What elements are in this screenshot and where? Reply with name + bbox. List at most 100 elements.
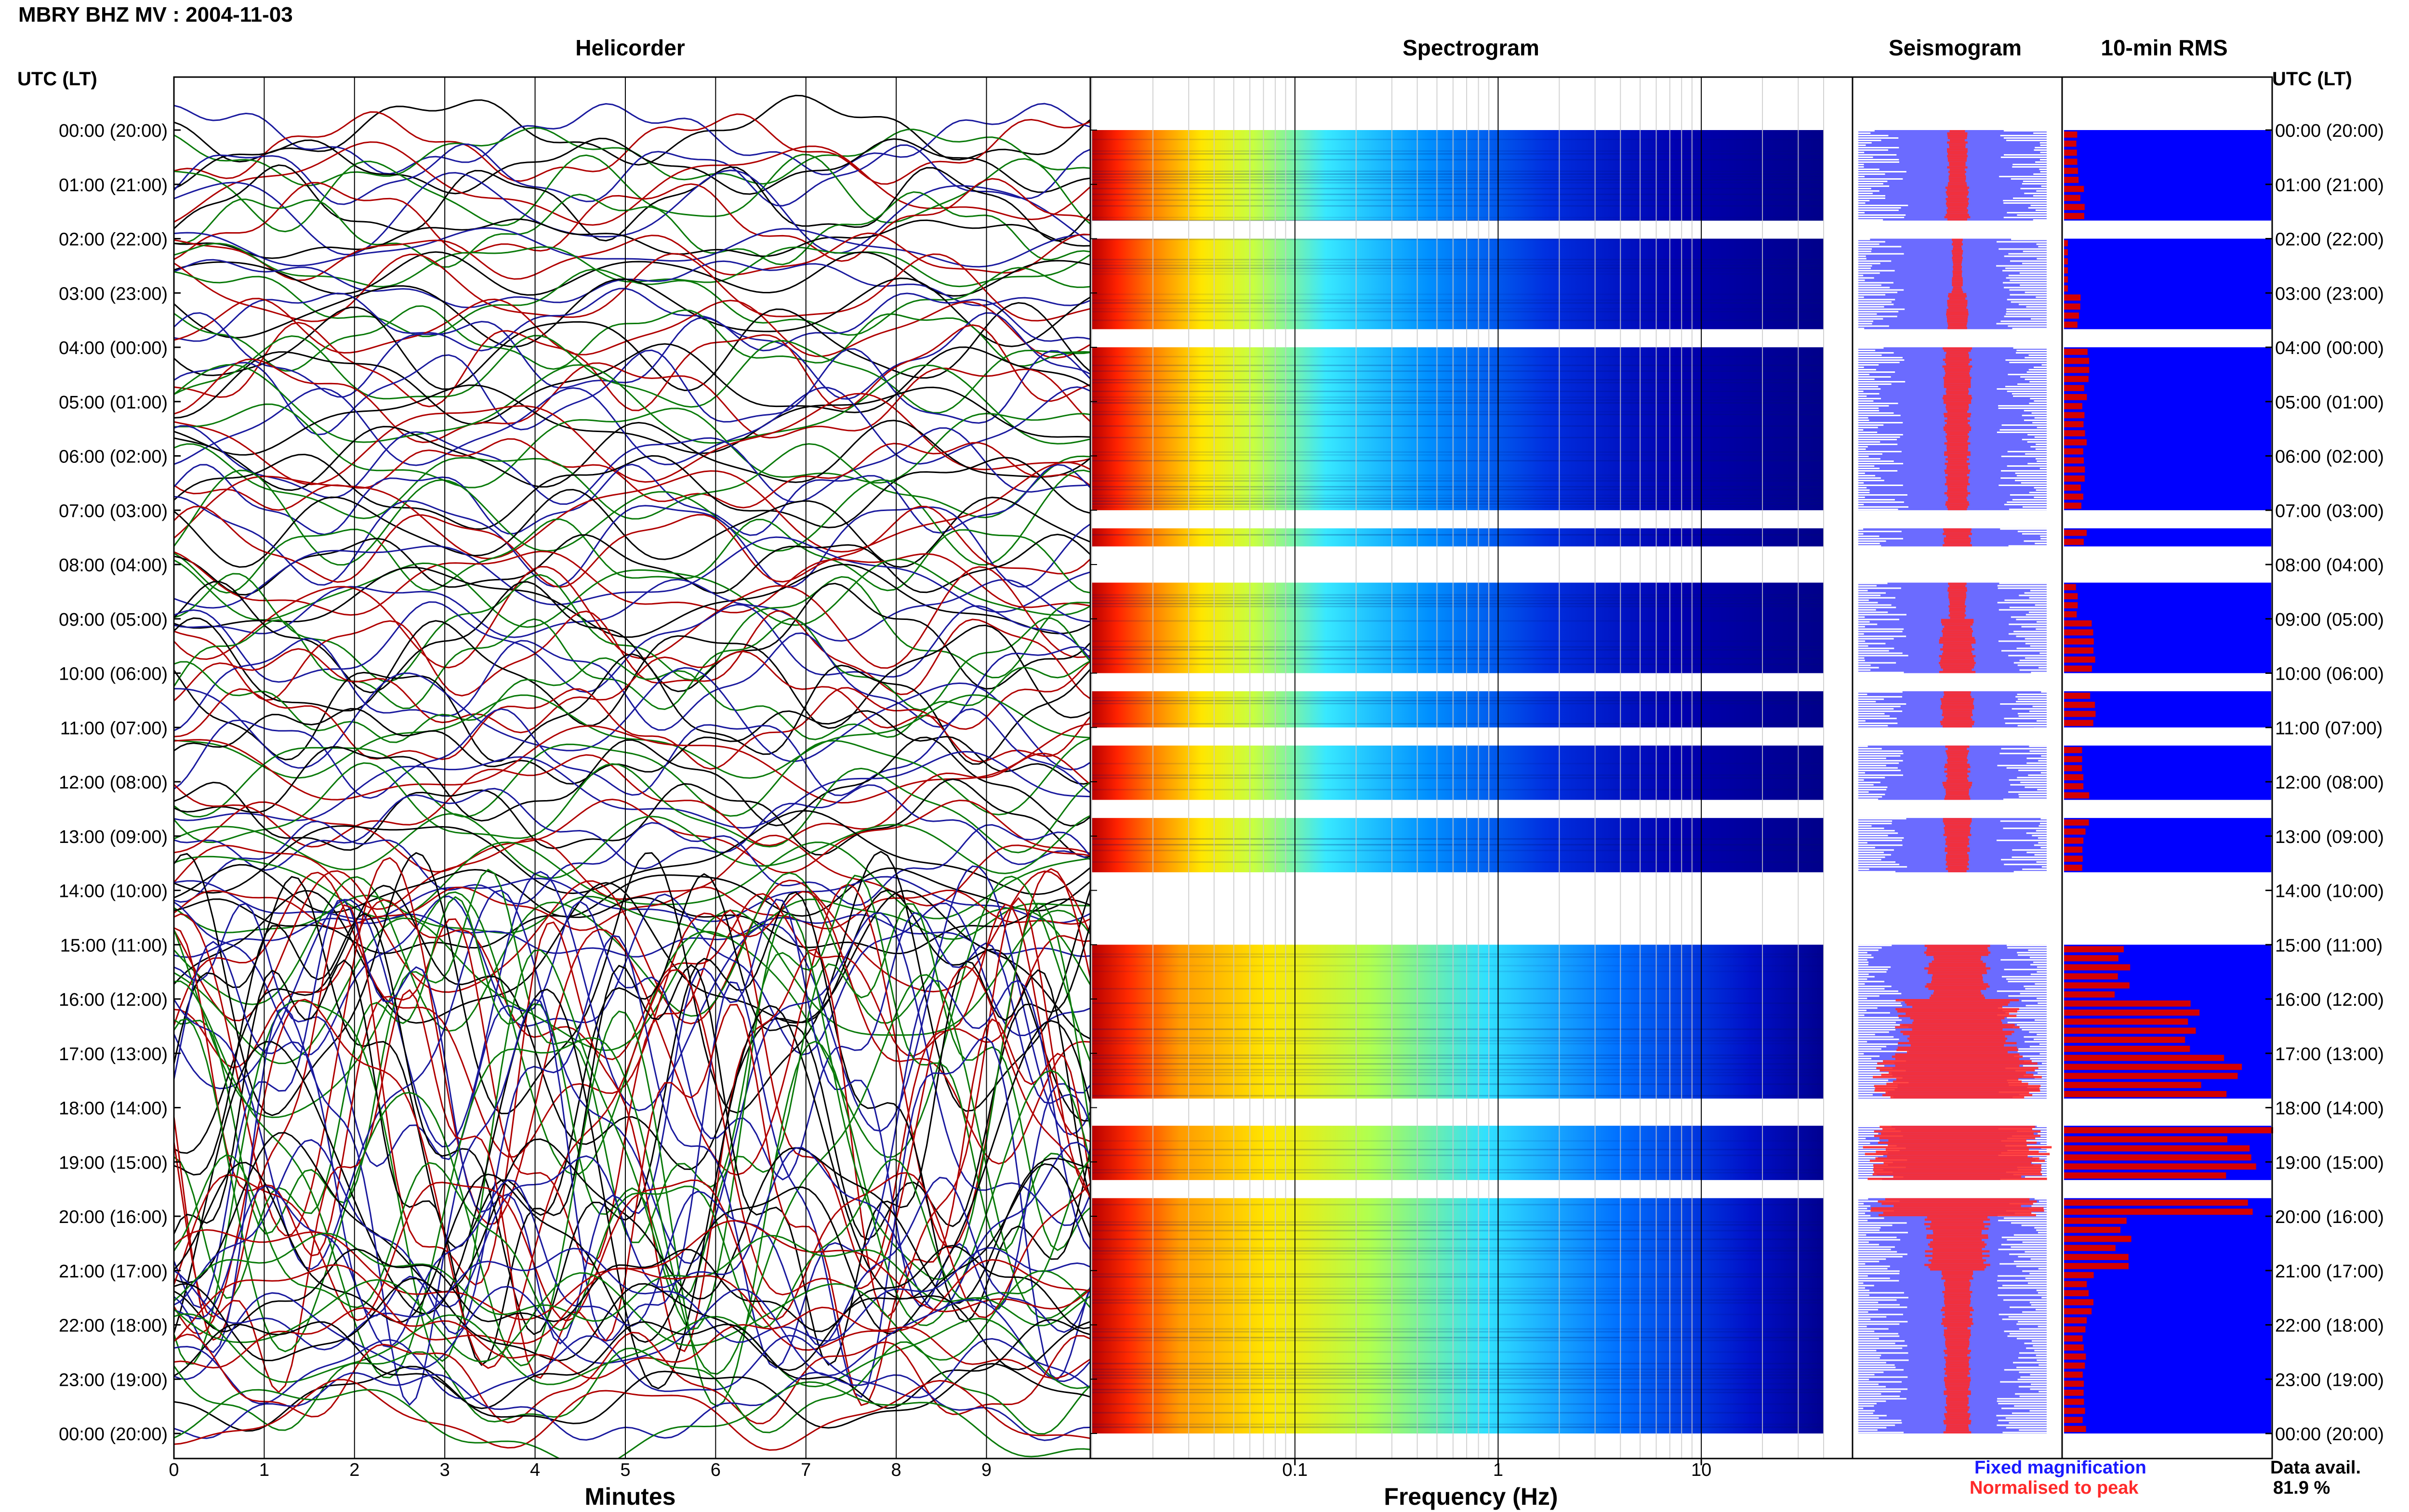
seismogram-noise (1858, 140, 1881, 141)
seismogram-normalised-trace (1947, 207, 1967, 210)
seismogram-noise (1858, 1251, 1897, 1253)
seismogram-noise (2032, 835, 2047, 837)
seismogram-normalised-trace (1943, 725, 1972, 728)
seismogram-noise (2004, 154, 2047, 156)
helicorder-trace (174, 298, 1090, 359)
seismogram-noise (2007, 1239, 2047, 1241)
hour-label-right: 04:00 (00:00) (2275, 338, 2384, 358)
rms-background (2064, 691, 2271, 728)
helicorder-trace (174, 708, 1090, 799)
seismogram-noise (1858, 369, 1876, 370)
seismogram-noise (2023, 250, 2047, 252)
seismogram-normalised-trace (1895, 999, 2019, 1001)
spectrogram-band (1092, 703, 1824, 705)
helicorder-trace (174, 312, 1090, 400)
seismogram-noise (1858, 1138, 1866, 1140)
seismogram-noise (1858, 1367, 1896, 1368)
seismogram-normalised-trace (1942, 397, 1972, 400)
seismogram-normalised-trace (1947, 845, 1968, 848)
spectrogram-band (1092, 953, 1824, 955)
helicorder-trace (174, 1363, 1090, 1432)
seismogram-normalised-trace (1932, 1248, 1982, 1250)
seismogram-noise (1858, 964, 1868, 966)
seismogram-normalised-trace (1946, 406, 1969, 408)
rms-background (2064, 347, 2271, 511)
seismogram-normalised-trace (1947, 1411, 1968, 1413)
seismogram-normalised-trace (1932, 1257, 1983, 1260)
seismogram-noise (2000, 320, 2047, 322)
seismogram-noise (2028, 774, 2047, 776)
seismogram-noise (2026, 371, 2047, 373)
seismogram-noise (2006, 313, 2047, 315)
seismogram-noise (1858, 832, 1898, 834)
seismogram-noise (1858, 669, 1871, 671)
seismogram-normalised-trace (1944, 822, 1971, 825)
seismogram-noise (1858, 969, 1888, 971)
seismogram-noise (1858, 959, 1867, 961)
frequency-tick-label: 10 (1691, 1460, 1711, 1480)
seismogram-noise (2004, 287, 2047, 289)
seismogram-normalised-trace (1946, 779, 1969, 782)
seismogram-noise (1858, 535, 1880, 537)
seismogram-noise (2000, 1381, 2047, 1383)
seismogram-normalised-trace (1946, 535, 1969, 538)
hour-label-left: 13:00 (09:00) (59, 827, 168, 847)
hour-label-right: 00:00 (20:00) (2275, 1424, 2384, 1445)
seismogram-noise (2038, 1200, 2047, 1202)
seismogram-noise (2021, 1000, 2047, 1002)
seismogram-noise (1858, 1364, 1895, 1366)
rms-bar (2064, 710, 2096, 717)
hour-label-left: 00:00 (20:00) (59, 121, 168, 141)
seismogram-noise (2020, 993, 2047, 995)
seismogram-normalised-trace (1947, 166, 1968, 169)
seismogram-normalised-trace (1883, 1060, 2032, 1063)
minute-tick-label: 5 (620, 1460, 630, 1480)
seismogram-noise (1858, 1043, 1898, 1045)
spectrogram-band (1092, 238, 1824, 240)
seismogram-noise (2010, 279, 2047, 281)
helicorder-trace (174, 784, 1090, 871)
seismogram-noise (2040, 171, 2047, 172)
spectrogram-band (1092, 1302, 1824, 1304)
seismogram-normalised-trace (1943, 401, 1972, 404)
frequency-tick-label: 1 (1493, 1460, 1503, 1480)
spectrogram-band (1092, 1253, 1824, 1255)
helicorder-trace (174, 305, 1090, 372)
seismogram-noise (1858, 173, 1885, 175)
seismogram-normalised-trace (1893, 1080, 2022, 1083)
seismogram-noise (1858, 1258, 1886, 1260)
seismogram-normalised-trace (1872, 1173, 2042, 1176)
seismogram-normalised-trace (1943, 818, 1972, 820)
seismogram-noise (2007, 1022, 2047, 1024)
seismogram-normalised-trace (1943, 1275, 1972, 1277)
seismogram-normalised-trace (1943, 1431, 1972, 1433)
seismogram-noise (1858, 1371, 1884, 1373)
spectrogram-band (1092, 153, 1824, 155)
seismogram-normalised-trace (1863, 1146, 2052, 1149)
seismogram-normalised-trace (1946, 435, 1969, 438)
seismogram-normalised-trace (1942, 1320, 1972, 1323)
seismogram-noise (2039, 1043, 2047, 1045)
seismogram-noise (1996, 323, 2047, 325)
helicorder-trace (174, 364, 1090, 445)
seismogram-noise (1858, 403, 1898, 404)
helicorder-trace (174, 1371, 1090, 1441)
rms-bar (2064, 855, 2083, 862)
seismogram-noise (1858, 282, 1893, 284)
seismogram-noise (2000, 477, 2047, 479)
spectrogram-band (1092, 1230, 1824, 1232)
seismogram-normalised-trace (1946, 404, 1969, 407)
seismogram-noise (2003, 217, 2047, 218)
seismogram-noise (1858, 776, 1885, 778)
seismogram-noise (1858, 1220, 1868, 1222)
data-availability-label: Data avail. (2270, 1458, 2361, 1478)
seismogram-noise (2009, 509, 2047, 510)
rms-bar (2064, 421, 2084, 428)
spectrogram-band (1092, 1273, 1824, 1275)
seismogram-noise (2035, 458, 2047, 460)
seismogram-normalised-trace (1946, 481, 1969, 483)
helicorder-trace (174, 232, 1090, 281)
seismogram-noise (2038, 837, 2047, 839)
seismogram-normalised-trace (1947, 184, 1967, 187)
seismogram-noise (1858, 1357, 1880, 1359)
